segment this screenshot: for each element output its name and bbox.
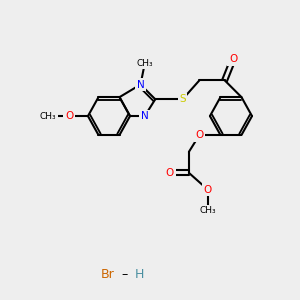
Text: O: O xyxy=(65,111,73,121)
Text: N: N xyxy=(141,111,148,121)
Text: N: N xyxy=(137,80,144,89)
Text: O: O xyxy=(195,130,203,140)
Text: Br: Br xyxy=(101,268,115,281)
Text: –: – xyxy=(122,268,128,281)
Text: CH₃: CH₃ xyxy=(136,59,153,68)
Text: O: O xyxy=(229,54,237,64)
Text: CH₃: CH₃ xyxy=(40,112,56,121)
Text: S: S xyxy=(179,94,186,104)
Text: CH₃: CH₃ xyxy=(200,206,216,215)
Text: O: O xyxy=(204,185,212,195)
Text: O: O xyxy=(166,168,174,178)
Text: H: H xyxy=(134,268,144,281)
